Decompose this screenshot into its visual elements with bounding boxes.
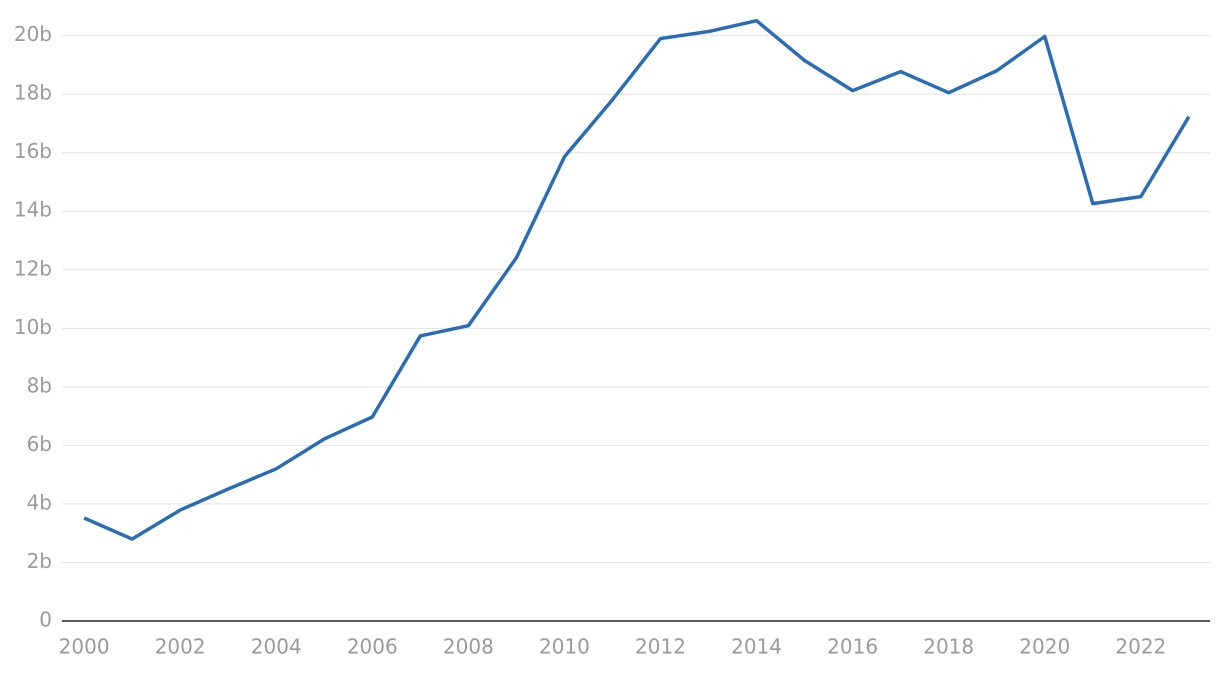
- y-tick-label: 12b: [14, 256, 52, 280]
- x-tick-label: 2020: [1019, 635, 1070, 659]
- y-tick-label: 14b: [14, 198, 52, 222]
- x-tick-label: 2000: [59, 635, 110, 659]
- y-tick-label: 20b: [14, 22, 52, 46]
- line: [83, 18, 1191, 541]
- y-tick-label: 8b: [27, 373, 52, 397]
- y-tick-label: 18b: [14, 81, 52, 105]
- y-tick-label: 6b: [27, 432, 52, 456]
- y-tick-label: 0: [39, 608, 52, 632]
- x-tick-label: 2018: [923, 635, 974, 659]
- x-tick-label: 2006: [347, 635, 398, 659]
- y-tick-label: 10b: [14, 315, 52, 339]
- x-tick-label: 2014: [731, 635, 782, 659]
- x-tick-label: 2004: [251, 635, 302, 659]
- x-tick-label: 2008: [443, 635, 494, 659]
- y-tick-label: 2b: [27, 549, 52, 573]
- x-tick-label: 2010: [539, 635, 590, 659]
- x-tick-label: 2016: [827, 635, 878, 659]
- y-tick-label: 16b: [14, 139, 52, 163]
- x-tick-label: 2002: [155, 635, 206, 659]
- x-tick-label: 2012: [635, 635, 686, 659]
- y-tick-label: 4b: [27, 490, 52, 514]
- x-tick-label: 2022: [1115, 635, 1166, 659]
